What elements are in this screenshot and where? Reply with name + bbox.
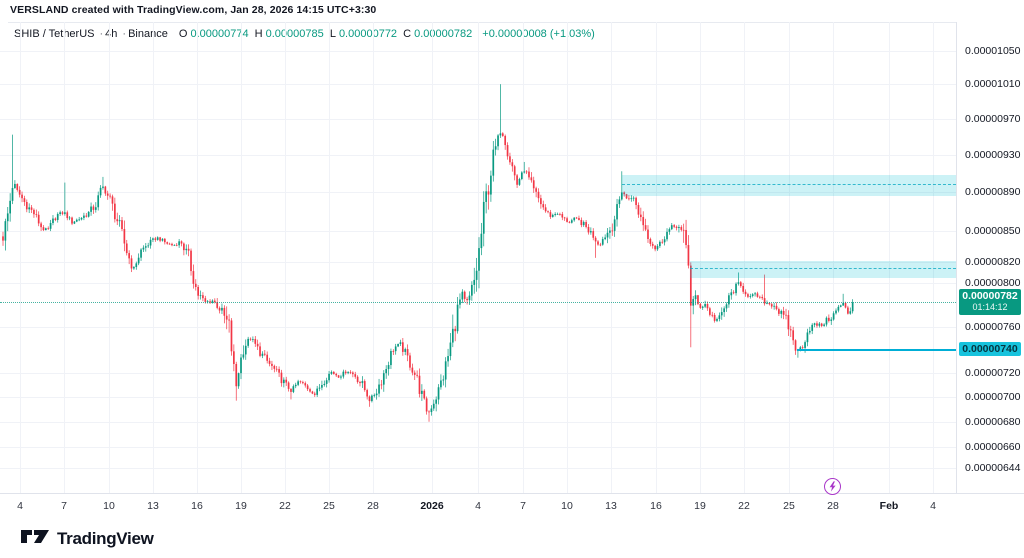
price-axis-label: 0.00000760 [965, 320, 1021, 333]
time-axis-label: 22 [279, 500, 291, 512]
time-axis-label: 7 [520, 500, 526, 512]
tradingview-logo[interactable]: TradingView [20, 527, 154, 551]
candlestick-canvas[interactable] [0, 22, 956, 493]
chart-area[interactable] [0, 22, 956, 493]
price-axis-label: 0.00001050 [965, 45, 1021, 58]
price-axis-label: 0.00000644 [965, 462, 1021, 475]
current-price-line [0, 302, 956, 304]
price-axis-label: 0.00000660 [965, 441, 1021, 454]
time-axis[interactable]: 4 7 10 13 16 19 22 25 28 2026 4 7 10 13 16 19 22 25 28 Feb 4 [0, 493, 1024, 517]
supply-zone-upper[interactable] [622, 175, 956, 196]
bar-countdown: 01:14:12 [972, 302, 1008, 313]
price-axis-label: 0.00000720 [965, 366, 1021, 379]
supply-zone-lower[interactable] [690, 260, 956, 278]
time-axis-label: 7 [61, 500, 67, 512]
price-axis-label: 0.00000800 [965, 277, 1021, 290]
current-price-value: 0.00000782 [962, 290, 1018, 303]
price-axis-label: 0.00000970 [965, 112, 1021, 125]
time-axis-label: 4 [17, 500, 23, 512]
price-axis[interactable]: 0.00000782 01:14:12 0.00000740 0.0000105… [956, 22, 1024, 493]
time-axis-label: 19 [235, 500, 247, 512]
attribution-text: VERSLAND created with TradingView.com, J… [10, 4, 377, 16]
support-line-740[interactable] [797, 348, 956, 351]
time-axis-label: 13 [147, 500, 159, 512]
tradingview-mark-icon [20, 527, 50, 551]
price-axis-label: 0.00000820 [965, 255, 1021, 268]
time-axis-label: 22 [738, 500, 750, 512]
supply-zone-upper-dashed-line [622, 184, 956, 186]
time-axis-label: 10 [103, 500, 115, 512]
time-axis-label: 13 [605, 500, 617, 512]
time-axis-label: Feb [879, 500, 899, 512]
price-axis-label: 0.00001010 [965, 78, 1021, 91]
supply-zone-lower-dashed-line [690, 268, 956, 270]
tradingview-wordmark: TradingView [57, 529, 154, 548]
time-axis-label: 19 [694, 500, 706, 512]
time-axis-label: 16 [650, 500, 662, 512]
time-axis-label: 4 [930, 500, 936, 512]
time-axis-label: 25 [323, 500, 335, 512]
time-axis-label: 25 [783, 500, 795, 512]
time-axis-label: 28 [367, 500, 379, 512]
time-axis-label: 16 [191, 500, 203, 512]
current-price-badge: 0.00000782 01:14:12 [959, 289, 1021, 316]
event-marker[interactable] [824, 478, 841, 495]
support-price-badge: 0.00000740 [959, 341, 1021, 356]
price-axis-label: 0.00000700 [965, 391, 1021, 403]
time-axis-label: 28 [827, 500, 839, 512]
price-axis-label: 0.00000680 [965, 415, 1021, 428]
time-axis-label: 2026 [420, 500, 444, 512]
price-axis-label: 0.00000930 [965, 148, 1021, 161]
price-axis-label: 0.00000850 [965, 225, 1021, 238]
time-axis-label: 10 [561, 500, 573, 512]
time-axis-label: 4 [475, 500, 481, 512]
price-axis-label: 0.00000890 [965, 186, 1021, 199]
